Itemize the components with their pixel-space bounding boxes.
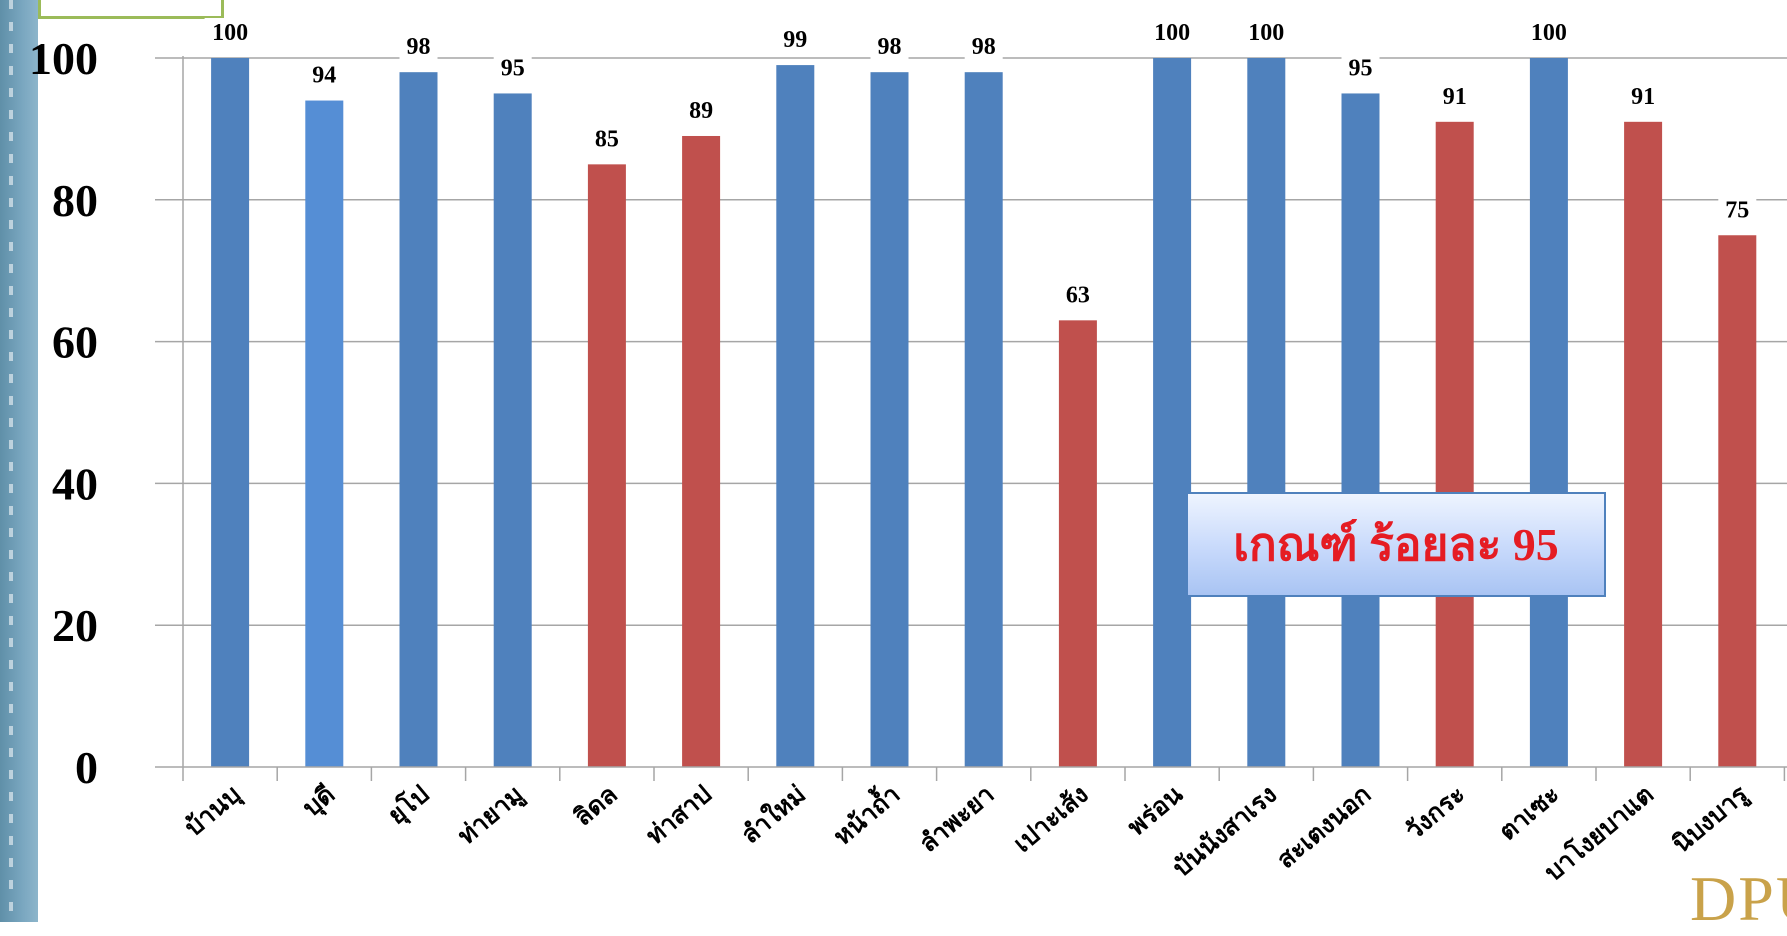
data-label-background <box>204 18 256 48</box>
bar <box>682 135 721 768</box>
data-label: 95 <box>1349 55 1373 81</box>
chart-bars <box>211 58 1757 768</box>
x-axis-category-labels: บ้านบุ บุดี ยุโป ท่ายามู ลิดล ท่าสาป ลำใหม่ หน้… <box>180 776 1755 887</box>
data-label-background <box>1058 280 1097 311</box>
criterion-label: เกณฑ์ ร้อยละ 95 <box>1233 519 1559 570</box>
title-placeholder-box <box>38 0 224 19</box>
category-label: วังกระ <box>1401 781 1471 846</box>
data-label: 100 <box>212 20 248 46</box>
dpu-logo: DPU <box>1690 863 1787 934</box>
data-label-background <box>493 53 532 84</box>
bar <box>493 93 532 767</box>
data-label-background <box>1718 195 1757 226</box>
y-tick-label: 60 <box>52 317 98 368</box>
bar <box>211 58 250 767</box>
data-label-background <box>1624 81 1663 112</box>
data-label: 100 <box>1154 20 1190 46</box>
y-tick-label: 20 <box>52 600 98 651</box>
data-label-background <box>1523 18 1575 48</box>
bar <box>587 164 626 768</box>
data-label-background <box>1240 18 1292 48</box>
category-label: ยุโป <box>381 779 435 832</box>
data-label-background <box>870 32 909 63</box>
data-label: 99 <box>783 27 807 53</box>
category-label: ท่าสาป <box>642 781 717 850</box>
data-label-background <box>682 95 721 126</box>
slide-left-strip <box>0 0 38 922</box>
data-label: 75 <box>1725 197 1749 223</box>
category-label: ลิดล <box>569 781 622 832</box>
data-label: 89 <box>689 98 713 124</box>
category-label: ลำพะยา <box>915 781 1000 858</box>
data-label-background <box>587 124 626 155</box>
bar <box>1341 93 1380 767</box>
bar <box>1624 121 1663 767</box>
category-label: ตาเซะ <box>1494 781 1564 846</box>
data-label-background <box>1341 53 1380 84</box>
data-labels: 100 94 98 95 85 89 99 98 98 63 100 100 95 91 100 91 75 <box>204 18 1757 311</box>
data-label: 91 <box>1443 84 1467 110</box>
bar <box>1718 235 1757 767</box>
category-label: หน้าถ้ำ <box>825 776 906 851</box>
data-label: 94 <box>312 63 336 89</box>
y-tick-label: 40 <box>52 458 98 509</box>
data-label: 95 <box>501 55 525 81</box>
category-label: บันนังสาเรง <box>1168 781 1282 883</box>
category-label: เปาะเส้ง <box>1008 780 1093 858</box>
y-tick-label: 0 <box>75 742 98 793</box>
bar <box>1153 58 1192 767</box>
data-label: 98 <box>878 34 902 60</box>
category-label: ลำใหม่ <box>735 779 811 850</box>
bar <box>1529 58 1568 767</box>
data-label: 91 <box>1631 84 1655 110</box>
data-label-background <box>399 32 438 63</box>
category-label: นิบงบารู <box>1668 781 1755 860</box>
data-label: 63 <box>1066 282 1090 308</box>
data-label: 98 <box>972 34 996 60</box>
bar <box>399 72 438 768</box>
bar <box>1058 320 1097 767</box>
bar <box>1247 58 1286 767</box>
data-label: 98 <box>407 34 431 60</box>
category-label: พร่อน <box>1123 781 1188 842</box>
slide-left-strip-pattern <box>9 0 13 922</box>
y-tick-label: 100 <box>29 33 98 84</box>
bar <box>964 72 1003 768</box>
y-tick-label: 80 <box>52 175 98 226</box>
category-label: สะเตงนอก <box>1272 781 1376 874</box>
data-label: 100 <box>1531 20 1567 46</box>
category-label: ท่ายามู <box>453 781 530 852</box>
y-axis-tick-labels: 0 20 40 60 80 100 <box>29 33 98 793</box>
data-label-background <box>1435 81 1474 112</box>
data-label-background <box>1146 18 1198 48</box>
data-label-background <box>776 25 815 56</box>
data-label-background <box>305 60 344 91</box>
category-label: บุดี <box>298 780 342 824</box>
chart-axes <box>155 56 1787 781</box>
bar <box>305 100 344 768</box>
category-label: บ้านบุ <box>180 780 247 843</box>
bar <box>1435 121 1474 767</box>
data-label: 85 <box>595 126 619 152</box>
data-label-background <box>964 32 1003 63</box>
bar <box>870 72 909 768</box>
data-label: 100 <box>1248 20 1284 46</box>
criterion-callout-box: เกณฑ์ ร้อยละ 95 <box>1186 492 1606 597</box>
bar <box>776 65 815 768</box>
